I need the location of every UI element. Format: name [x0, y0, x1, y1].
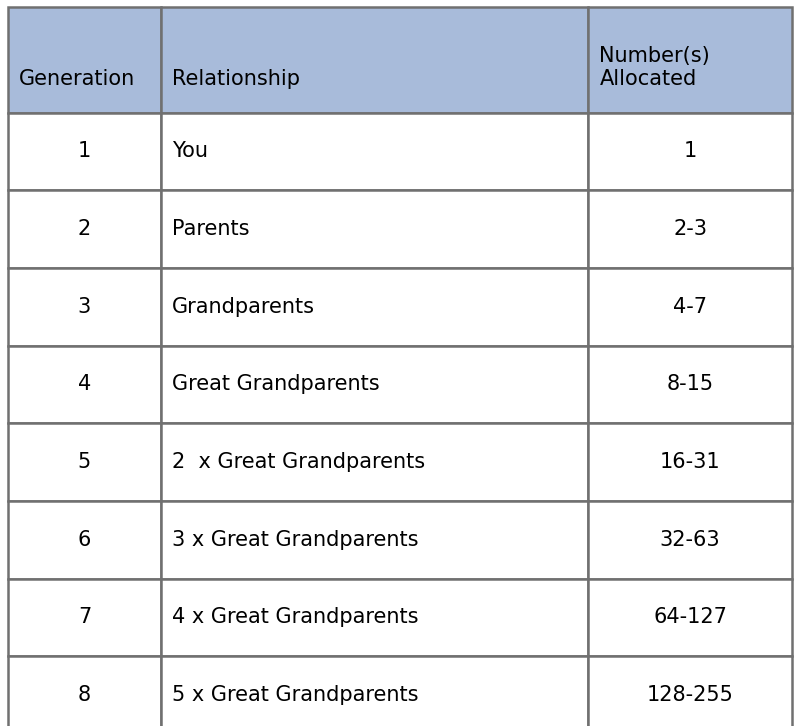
- Text: 4: 4: [78, 375, 91, 394]
- Bar: [161, 268, 588, 346]
- Text: 2: 2: [78, 219, 91, 239]
- Bar: [8, 346, 161, 423]
- Bar: [161, 656, 588, 726]
- Bar: [8, 501, 161, 579]
- Bar: [161, 501, 588, 579]
- Bar: [8, 190, 161, 268]
- Bar: [161, 113, 588, 190]
- Bar: [588, 579, 792, 656]
- Text: 16-31: 16-31: [660, 452, 720, 472]
- Bar: [8, 113, 161, 190]
- Text: Great Grandparents: Great Grandparents: [172, 375, 380, 394]
- Text: Number(s)
Allocated: Number(s) Allocated: [599, 46, 710, 89]
- Text: You: You: [172, 142, 208, 161]
- Bar: [588, 113, 792, 190]
- Bar: [8, 7, 161, 113]
- Bar: [588, 7, 792, 113]
- Bar: [161, 423, 588, 501]
- Text: 1: 1: [78, 142, 91, 161]
- Text: 5 x Great Grandparents: 5 x Great Grandparents: [172, 685, 418, 705]
- Bar: [588, 656, 792, 726]
- Bar: [161, 7, 588, 113]
- Bar: [588, 268, 792, 346]
- Bar: [8, 656, 161, 726]
- Bar: [588, 501, 792, 579]
- Bar: [588, 423, 792, 501]
- Text: 2-3: 2-3: [673, 219, 707, 239]
- Text: 6: 6: [78, 530, 91, 550]
- Text: 3 x Great Grandparents: 3 x Great Grandparents: [172, 530, 418, 550]
- Text: 5: 5: [78, 452, 91, 472]
- Text: Relationship: Relationship: [172, 70, 300, 89]
- Text: 32-63: 32-63: [660, 530, 720, 550]
- Bar: [161, 346, 588, 423]
- Text: 8-15: 8-15: [666, 375, 714, 394]
- Bar: [161, 190, 588, 268]
- Bar: [8, 579, 161, 656]
- Text: 4 x Great Grandparents: 4 x Great Grandparents: [172, 608, 418, 627]
- Bar: [588, 346, 792, 423]
- Text: 64-127: 64-127: [653, 608, 727, 627]
- Text: Grandparents: Grandparents: [172, 297, 315, 317]
- Text: 128-255: 128-255: [646, 685, 734, 705]
- Bar: [588, 190, 792, 268]
- Text: Generation: Generation: [19, 70, 135, 89]
- Bar: [161, 579, 588, 656]
- Text: 4-7: 4-7: [673, 297, 707, 317]
- Bar: [8, 268, 161, 346]
- Text: 8: 8: [78, 685, 91, 705]
- Text: 3: 3: [78, 297, 91, 317]
- Text: 2  x Great Grandparents: 2 x Great Grandparents: [172, 452, 426, 472]
- Text: Parents: Parents: [172, 219, 250, 239]
- Bar: [8, 423, 161, 501]
- Text: 1: 1: [683, 142, 697, 161]
- Text: 7: 7: [78, 608, 91, 627]
